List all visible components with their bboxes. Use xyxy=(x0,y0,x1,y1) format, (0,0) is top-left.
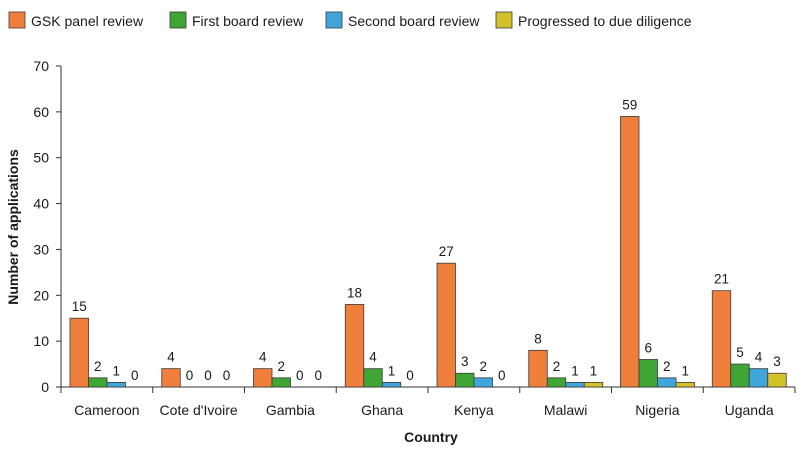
y-tick-label: 70 xyxy=(33,58,49,74)
bar-second-board-review-uganda xyxy=(748,368,769,388)
value-label-second-board-review-malawi: 1 xyxy=(571,363,579,378)
value-label-progressed-to-due-diligence-nigeria: 1 xyxy=(681,363,689,378)
bar-first-board-review-malawi xyxy=(546,377,567,388)
bar-first-board-review-kenya xyxy=(455,372,475,388)
x-axis-title: Country xyxy=(404,429,458,445)
legend: GSK panel review First board review Second… xyxy=(8,11,692,29)
bar-gsk-panel-review-ghana xyxy=(344,304,365,388)
value-label-second-board-review-gambia: 0 xyxy=(296,368,304,383)
bar-first-board-review-uganda xyxy=(730,363,750,388)
y-axis-title: Number of applications xyxy=(5,149,21,305)
x-tick-label-nigeria: Nigeria xyxy=(635,402,680,418)
bar-second-board-review-cameroon xyxy=(106,382,126,388)
value-label-first-board-review-gambia: 2 xyxy=(277,359,285,374)
value-label-first-board-review-nigeria: 6 xyxy=(644,340,652,355)
value-label-gsk-panel-review-uganda: 21 xyxy=(714,272,729,287)
y-tick-label: 40 xyxy=(33,196,49,212)
bar-gsk-panel-review-cameroon xyxy=(69,317,89,388)
value-label-first-board-review-cameroon: 2 xyxy=(94,359,102,374)
y-tick-label: 20 xyxy=(33,287,49,303)
value-label-progressed-to-due-diligence-ghana: 0 xyxy=(406,368,414,383)
x-tick-label-malawi: Malawi xyxy=(544,402,588,418)
bar-progressed-to-due-diligence-uganda xyxy=(767,372,787,388)
y-tick-label: 50 xyxy=(33,150,49,166)
y-tick-label: 30 xyxy=(33,241,49,257)
value-label-gsk-panel-review-gambia: 4 xyxy=(259,350,267,365)
legend-label: GSK panel review xyxy=(31,13,144,29)
legend-item-progressed-to-due-diligence: Progressed to due diligence xyxy=(495,11,692,29)
value-label-gsk-panel-review-cote-d-ivoire: 4 xyxy=(167,350,175,365)
bar-second-board-review-kenya xyxy=(473,377,493,388)
value-label-second-board-review-cameroon: 1 xyxy=(112,363,120,378)
value-label-gsk-panel-review-malawi: 8 xyxy=(534,331,542,346)
bar-second-board-review-nigeria xyxy=(657,377,677,388)
y-axis: 0 10 20 30 40 50 60 70 xyxy=(33,58,62,395)
bar-second-board-review-malawi xyxy=(565,382,585,388)
bar-progressed-to-due-diligence-malawi xyxy=(583,382,604,388)
bar-gsk-panel-review-cote-d-ivoire xyxy=(161,368,181,388)
value-label-second-board-review-nigeria: 2 xyxy=(663,359,671,374)
legend-swatch xyxy=(169,11,187,29)
value-label-progressed-to-due-diligence-malawi: 1 xyxy=(590,363,598,378)
value-label-first-board-review-kenya: 3 xyxy=(461,354,469,369)
value-label-first-board-review-ghana: 4 xyxy=(369,350,377,365)
bar-first-board-review-ghana xyxy=(363,368,383,388)
bar-first-board-review-cameroon xyxy=(88,377,108,388)
legend-swatch xyxy=(325,11,343,29)
x-tick-label-cameroon: Cameroon xyxy=(74,402,139,418)
x-tick-label-uganda: Uganda xyxy=(725,402,774,418)
bar-gsk-panel-review-uganda xyxy=(711,290,732,388)
bar-first-board-review-nigeria xyxy=(638,359,658,388)
value-label-second-board-review-uganda: 4 xyxy=(755,350,763,365)
x-tick-label-cote-d-ivoire: Cote d'Ivoire xyxy=(160,402,238,418)
value-label-second-board-review-kenya: 2 xyxy=(479,359,487,374)
legend-swatch xyxy=(8,11,26,29)
y-tick-label: 60 xyxy=(33,104,49,120)
bars xyxy=(69,116,787,388)
value-label-gsk-panel-review-ghana: 18 xyxy=(347,285,362,300)
legend-label: Progressed to due diligence xyxy=(518,13,692,29)
y-tick-label: 10 xyxy=(33,333,49,349)
value-label-progressed-to-due-diligence-gambia: 0 xyxy=(314,368,322,383)
legend-label: Second board review xyxy=(348,13,480,29)
value-label-second-board-review-ghana: 1 xyxy=(388,363,396,378)
value-label-first-board-review-cote-d-ivoire: 0 xyxy=(186,368,194,383)
bar-gsk-panel-review-malawi xyxy=(528,349,548,388)
bar-gsk-panel-review-kenya xyxy=(436,262,456,388)
value-label-gsk-panel-review-nigeria: 59 xyxy=(622,97,637,112)
value-label-progressed-to-due-diligence-kenya: 0 xyxy=(498,368,506,383)
y-tick-label: 0 xyxy=(41,379,49,395)
value-label-progressed-to-due-diligence-uganda: 3 xyxy=(773,354,781,369)
legend-item-second-board-review: Second board review xyxy=(325,11,480,29)
legend-item-gsk-panel-review: GSK panel review xyxy=(8,11,144,29)
x-axis: Cameroon Cote d'Ivoire Gambia Ghana Kenya Mal… xyxy=(60,386,796,418)
value-label-gsk-panel-review-kenya: 27 xyxy=(439,244,454,259)
bar-gsk-panel-review-nigeria xyxy=(620,116,640,388)
value-label-gsk-panel-review-cameroon: 15 xyxy=(72,299,87,314)
value-label-progressed-to-due-diligence-cameroon: 0 xyxy=(131,368,139,383)
bar-second-board-review-ghana xyxy=(381,382,402,388)
value-label-progressed-to-due-diligence-cote-d-ivoire: 0 xyxy=(223,368,231,383)
bar-first-board-review-gambia xyxy=(271,377,291,388)
legend-item-first-board-review: First board review xyxy=(169,11,304,29)
x-tick-label-gambia: Gambia xyxy=(266,402,315,418)
bar-gsk-panel-review-gambia xyxy=(253,368,273,388)
legend-swatch xyxy=(495,11,513,29)
bar-progressed-to-due-diligence-nigeria xyxy=(675,382,695,388)
x-tick-label-ghana: Ghana xyxy=(361,402,403,418)
value-label-second-board-review-cote-d-ivoire: 0 xyxy=(204,368,212,383)
x-tick-label-kenya: Kenya xyxy=(454,402,494,418)
value-label-first-board-review-uganda: 5 xyxy=(736,345,744,360)
legend-label: First board review xyxy=(192,13,304,29)
value-label-first-board-review-malawi: 2 xyxy=(553,359,561,374)
